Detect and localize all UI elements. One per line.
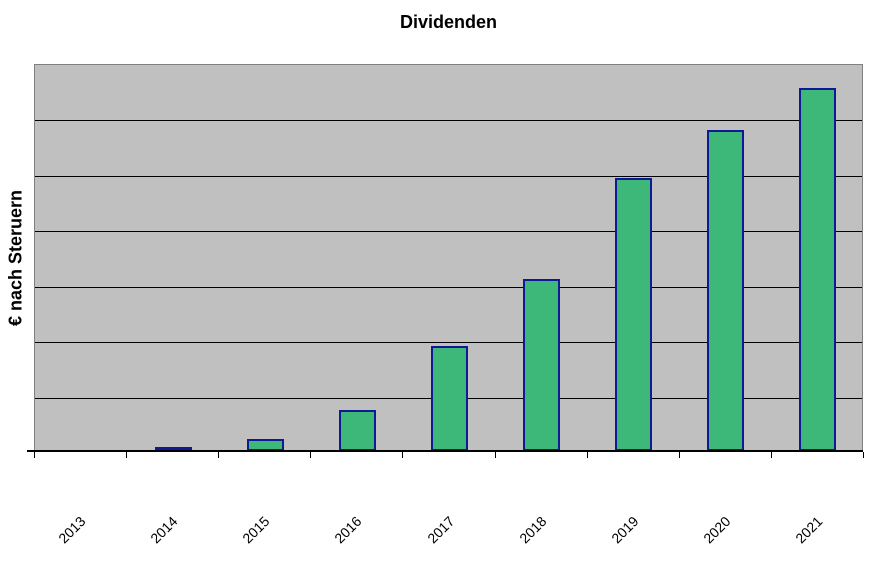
x-axis-label-2016: 2016: [330, 513, 365, 547]
x-axis-label-2019: 2019: [607, 513, 642, 547]
gridline: [35, 175, 862, 177]
x-axis-label-2020: 2020: [699, 513, 734, 547]
gridline: [35, 342, 862, 344]
chart-title: Dividenden: [399, 12, 497, 32]
x-axis-label-2017: 2017: [423, 513, 458, 547]
x-axis-line: [27, 450, 863, 452]
y-axis-title: € nach Steruern: [5, 189, 26, 327]
x-axis-label-2014: 2014: [146, 513, 181, 547]
bar-2017: [431, 346, 468, 451]
x-axis-tick: [402, 452, 403, 458]
x-axis-tick: [587, 452, 588, 458]
x-axis-tick: [34, 452, 35, 458]
bar-2020: [707, 130, 744, 451]
x-axis-label-2015: 2015: [238, 513, 273, 547]
plot-area: [34, 64, 863, 452]
x-axis-tick: [495, 452, 496, 458]
x-axis-tick: [679, 452, 680, 458]
x-axis-tick: [310, 452, 311, 458]
gridline: [35, 120, 862, 122]
x-axis-label-2021: 2021: [791, 513, 826, 547]
bar-2016: [339, 410, 376, 451]
x-axis-label-2013: 2013: [54, 513, 89, 547]
gridline: [35, 286, 862, 288]
x-axis-tick: [863, 452, 864, 458]
bar-2019: [615, 178, 652, 451]
bar-2021: [799, 88, 836, 451]
x-axis-tick: [126, 452, 127, 458]
x-axis-tick: [218, 452, 219, 458]
x-axis-label-2018: 2018: [515, 513, 550, 547]
gridline: [35, 231, 862, 233]
bar-2018: [523, 279, 560, 451]
x-axis-tick: [771, 452, 772, 458]
